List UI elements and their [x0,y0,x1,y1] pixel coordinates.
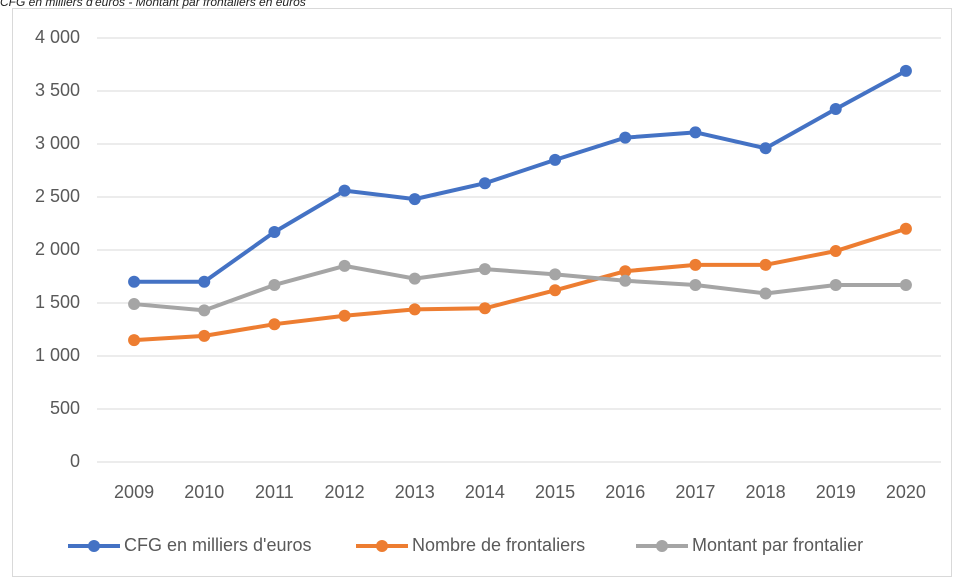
y-tick-label: 1 500 [35,292,80,312]
legend-label: CFG en milliers d'euros [124,535,312,555]
y-tick-label: 4 000 [35,27,80,47]
data-point [198,304,211,317]
legend-label: Nombre de frontaliers [412,535,585,555]
data-point [829,245,842,258]
data-point [128,275,141,288]
x-tick-label: 2018 [746,482,786,502]
data-point [408,272,421,285]
data-point [478,263,491,276]
data-point [619,265,632,278]
data-point [829,278,842,291]
data-point [759,258,772,271]
data-point [689,258,702,271]
data-point [549,284,562,297]
data-point [899,64,912,77]
y-tick-label: 2 500 [35,186,80,206]
x-tick-label: 2020 [886,482,926,502]
x-tick-label: 2011 [255,482,294,502]
y-tick-label: 3 000 [35,133,80,153]
x-tick-label: 2013 [395,482,435,502]
data-point [899,222,912,235]
x-tick-label: 2014 [465,482,505,502]
data-point [549,268,562,281]
data-point [759,142,772,155]
series-line [133,263,906,313]
x-tick-label: 2009 [114,482,154,502]
data-point [338,259,351,272]
data-point [128,298,141,311]
legend-marker [656,540,668,552]
data-point [619,274,632,287]
data-point [268,318,281,331]
data-point [268,225,281,238]
x-tick-label: 2012 [325,482,365,502]
series-line [133,226,907,343]
data-point [128,334,141,347]
data-point [829,103,842,116]
data-point [478,177,491,190]
series-line [134,69,907,284]
y-tick-label: 3 500 [35,80,80,100]
data-point [338,184,351,197]
data-point [759,287,772,300]
data-point [619,131,632,144]
y-tick-label: 2 000 [35,239,80,259]
data-point [338,309,351,322]
data-point [549,153,562,166]
data-point [268,278,281,291]
data-point [408,193,421,206]
chart-title: CFG en milliers d'euros - Montant par fr… [0,0,306,9]
data-point [689,126,702,139]
data-point [408,303,421,316]
x-tick-label: 2019 [816,482,856,502]
y-tick-label: 1 000 [35,345,80,365]
data-point [689,278,702,291]
legend-marker [376,540,388,552]
data-point [899,278,912,291]
x-tick-label: 2015 [535,482,575,502]
x-tick-label: 2016 [605,482,645,502]
x-tick-label: 2010 [184,482,224,502]
data-point [198,275,211,288]
data-point [198,329,211,342]
y-tick-label: 0 [70,451,80,471]
legend-label: Montant par frontalier [692,535,863,555]
x-tick-label: 2017 [675,482,715,502]
chart-frame [12,8,952,577]
y-tick-label: 500 [50,398,80,418]
legend-marker [88,540,100,552]
data-point [478,302,491,315]
